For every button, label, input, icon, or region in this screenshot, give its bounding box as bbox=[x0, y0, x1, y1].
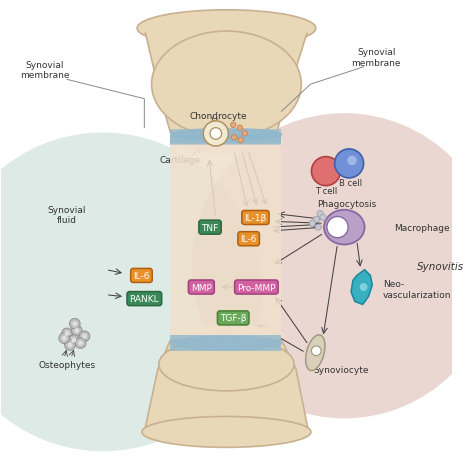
Circle shape bbox=[68, 343, 72, 348]
Text: Synovial
fluid: Synovial fluid bbox=[48, 206, 86, 225]
Ellipse shape bbox=[152, 32, 301, 138]
Ellipse shape bbox=[159, 338, 294, 391]
Polygon shape bbox=[170, 142, 282, 146]
Circle shape bbox=[320, 215, 326, 221]
Ellipse shape bbox=[142, 14, 311, 44]
Circle shape bbox=[79, 331, 90, 342]
Circle shape bbox=[311, 157, 340, 186]
Text: Cartilage: Cartilage bbox=[159, 156, 201, 165]
Circle shape bbox=[309, 221, 316, 227]
Circle shape bbox=[71, 325, 82, 336]
Ellipse shape bbox=[170, 132, 283, 153]
Text: Macrophage: Macrophage bbox=[395, 223, 450, 232]
Circle shape bbox=[71, 338, 76, 343]
Circle shape bbox=[78, 341, 83, 346]
Text: Synovial
membrane: Synovial membrane bbox=[20, 61, 70, 80]
Circle shape bbox=[311, 346, 321, 356]
Circle shape bbox=[335, 150, 364, 179]
Text: Osteophytes: Osteophytes bbox=[38, 360, 96, 369]
Polygon shape bbox=[170, 336, 282, 351]
Text: MMP: MMP bbox=[191, 283, 212, 292]
Circle shape bbox=[203, 122, 228, 147]
Circle shape bbox=[75, 338, 86, 349]
Circle shape bbox=[72, 322, 77, 326]
Circle shape bbox=[64, 340, 75, 350]
Text: Pro-MMP: Pro-MMP bbox=[237, 283, 276, 292]
Circle shape bbox=[69, 335, 79, 346]
Text: RANKL: RANKL bbox=[129, 294, 159, 303]
Text: IL-1β: IL-1β bbox=[244, 213, 267, 223]
Text: IL-6: IL-6 bbox=[241, 235, 257, 244]
Circle shape bbox=[242, 131, 248, 137]
Circle shape bbox=[315, 225, 321, 231]
Circle shape bbox=[82, 334, 87, 339]
Ellipse shape bbox=[170, 336, 283, 351]
Text: Synovitis: Synovitis bbox=[417, 261, 464, 271]
Text: TGF-β: TGF-β bbox=[220, 314, 247, 323]
Circle shape bbox=[59, 333, 70, 344]
Circle shape bbox=[191, 114, 467, 419]
Polygon shape bbox=[144, 29, 309, 133]
Circle shape bbox=[313, 217, 319, 223]
Circle shape bbox=[238, 138, 244, 144]
Circle shape bbox=[0, 133, 262, 451]
Ellipse shape bbox=[324, 210, 365, 245]
Circle shape bbox=[62, 336, 67, 341]
Polygon shape bbox=[170, 129, 282, 145]
Text: T cell: T cell bbox=[315, 187, 337, 195]
Polygon shape bbox=[351, 270, 372, 305]
Text: Chondrocyte: Chondrocyte bbox=[190, 112, 248, 120]
Circle shape bbox=[347, 156, 357, 166]
Circle shape bbox=[74, 328, 79, 333]
Text: Synovial
membrane: Synovial membrane bbox=[351, 48, 401, 68]
Circle shape bbox=[62, 328, 72, 339]
Text: Synoviocyte: Synoviocyte bbox=[314, 365, 369, 374]
Text: IL-6: IL-6 bbox=[133, 271, 150, 280]
Circle shape bbox=[231, 123, 236, 128]
Circle shape bbox=[237, 125, 243, 131]
Polygon shape bbox=[170, 139, 282, 143]
Ellipse shape bbox=[137, 11, 316, 47]
Ellipse shape bbox=[142, 417, 311, 447]
Ellipse shape bbox=[170, 325, 283, 346]
Circle shape bbox=[64, 331, 70, 336]
Circle shape bbox=[210, 128, 222, 140]
Text: Neo-
vascularization: Neo- vascularization bbox=[383, 280, 452, 299]
Circle shape bbox=[317, 211, 323, 217]
Polygon shape bbox=[170, 143, 282, 336]
Circle shape bbox=[70, 319, 80, 329]
Circle shape bbox=[232, 135, 237, 141]
Text: TNF: TNF bbox=[201, 223, 219, 232]
Text: B cell: B cell bbox=[340, 179, 362, 188]
Circle shape bbox=[360, 283, 368, 291]
Polygon shape bbox=[170, 135, 282, 139]
Ellipse shape bbox=[306, 335, 325, 371]
Circle shape bbox=[327, 217, 348, 238]
Text: Phagocytosis: Phagocytosis bbox=[318, 200, 377, 209]
Polygon shape bbox=[144, 340, 309, 432]
Ellipse shape bbox=[170, 128, 283, 142]
